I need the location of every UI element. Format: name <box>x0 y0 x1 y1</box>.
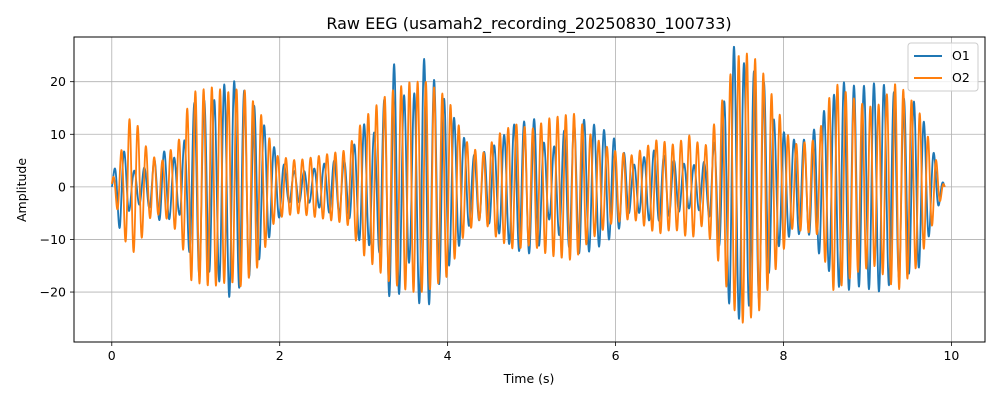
series-line-o2 <box>110 52 946 324</box>
x-tick-label: 8 <box>780 348 788 363</box>
chart-title: Raw EEG (usamah2_recording_20250830_1007… <box>326 14 731 34</box>
x-axis-label: Time (s) <box>503 371 555 386</box>
x-tick-label: 6 <box>612 348 620 363</box>
y-tick-label: −10 <box>40 232 66 247</box>
legend-label-o1: O1 <box>952 48 970 63</box>
y-tick-label: 10 <box>50 127 66 142</box>
plot-frame <box>73 36 986 343</box>
x-tick-label: 4 <box>444 348 452 363</box>
legend-label-o2: O2 <box>952 70 970 85</box>
legend: O1 O2 <box>907 42 979 92</box>
y-tick-label: 20 <box>50 74 66 89</box>
y-tick-label: −20 <box>40 285 66 300</box>
axis-ticks: 0 2 4 6 8 10 −20 −10 0 10 20 <box>40 74 960 363</box>
x-tick-label: 2 <box>276 348 284 363</box>
x-tick-label: 10 <box>943 348 959 363</box>
y-tick-label: 0 <box>58 179 66 194</box>
series-group <box>110 45 946 324</box>
x-tick-label: 0 <box>108 348 116 363</box>
y-axis-label: Amplitude <box>14 158 29 222</box>
